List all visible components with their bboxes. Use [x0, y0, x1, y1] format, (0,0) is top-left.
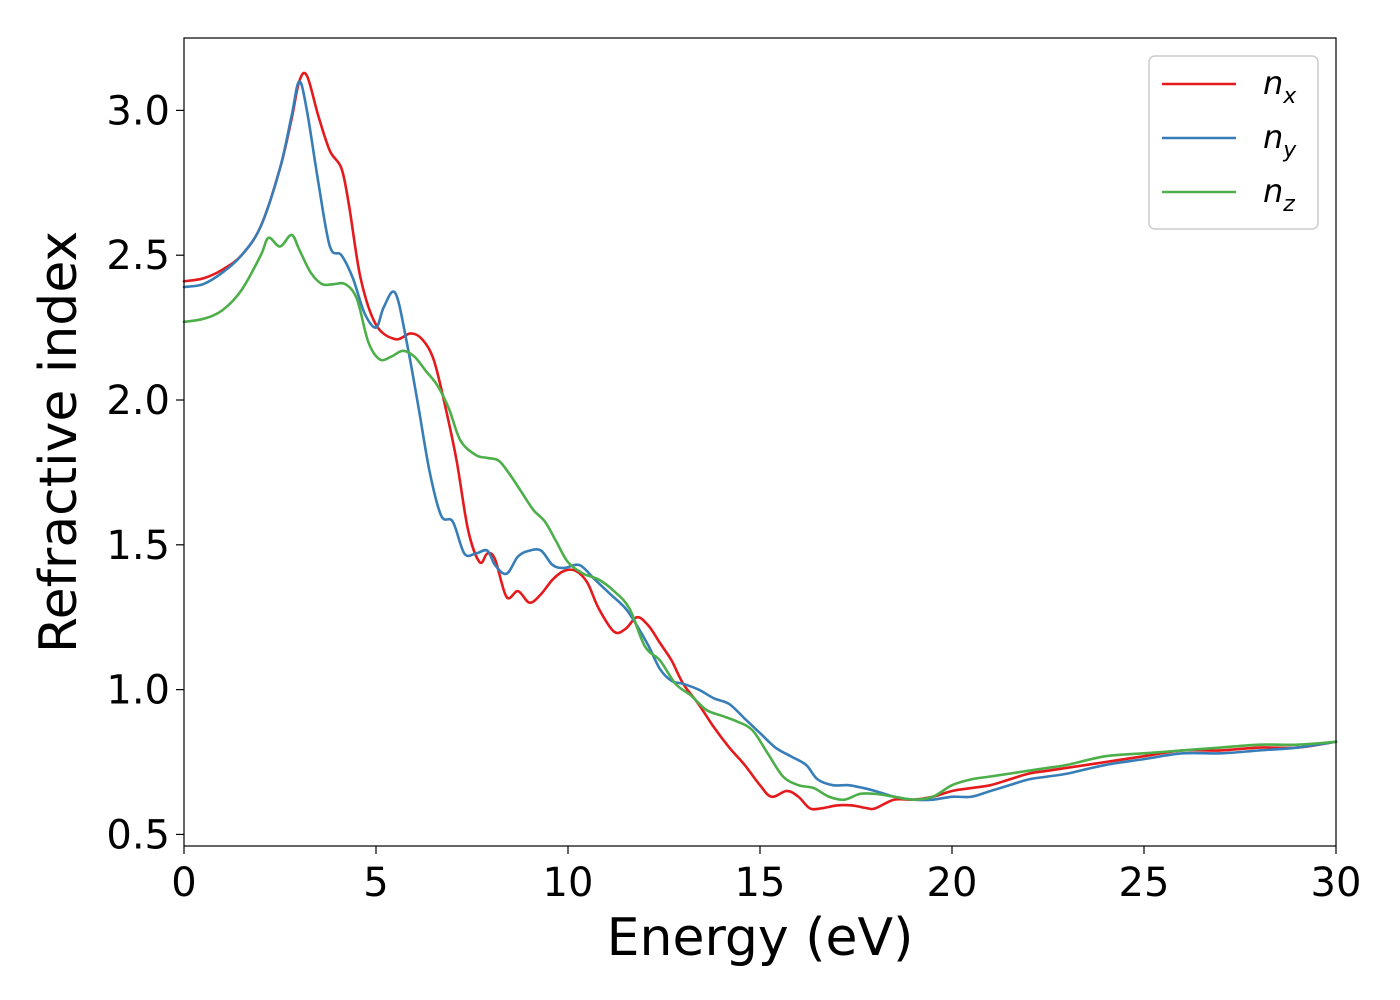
y-tick-label: 2.0: [106, 378, 170, 424]
y-tick-label: 1.0: [106, 668, 170, 714]
x-tick-label: 20: [927, 860, 978, 906]
y-axis-label: Refractive index: [29, 231, 89, 653]
x-tick-label: 25: [1119, 860, 1170, 906]
y-tick-label: 2.5: [106, 233, 170, 279]
y-tick-label: 3.0: [106, 88, 170, 134]
legend-label-z: nz: [1263, 172, 1295, 217]
legend: nx ny nz: [1148, 55, 1319, 230]
y-axis-ticks: 0.5 1.0 1.5 2.0 2.5 3.0: [106, 88, 184, 858]
legend-label-x: nx: [1263, 64, 1297, 109]
x-tick-label: 0: [171, 860, 196, 906]
legend-box: [1148, 55, 1319, 230]
series-line-y: [182, 80, 1338, 802]
plot-area: [182, 37, 1338, 847]
series-layer: [182, 71, 1338, 811]
x-tick-label: 15: [735, 860, 786, 906]
x-axis-label: Energy (eV): [607, 908, 914, 968]
x-tick-label: 10: [543, 860, 594, 906]
x-tick-label: 5: [363, 860, 388, 906]
x-tick-label: 30: [1311, 860, 1362, 906]
y-tick-label: 1.5: [106, 523, 170, 569]
series-line-z: [182, 233, 1338, 802]
series-line-x: [182, 71, 1338, 811]
x-axis-ticks: 0 5 10 15 20 25 30: [171, 846, 1361, 906]
legend-label-y: ny: [1263, 118, 1297, 163]
legend-items: nx ny nz: [1162, 64, 1297, 217]
y-tick-label: 0.5: [106, 812, 170, 858]
